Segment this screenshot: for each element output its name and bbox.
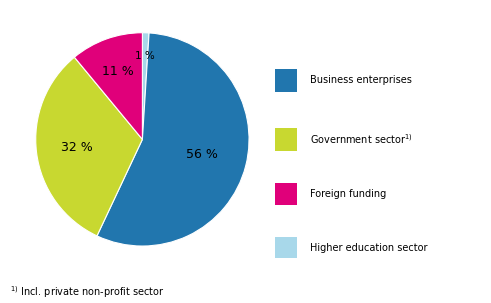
Bar [275,182,297,205]
Wedge shape [142,33,149,139]
Wedge shape [75,33,142,139]
Bar [275,69,297,92]
Text: Business enterprises: Business enterprises [309,75,411,85]
Text: Higher education sector: Higher education sector [309,243,427,254]
Text: $^{1)}$ Incl. private non-profit sector: $^{1)}$ Incl. private non-profit sector [10,284,164,300]
Text: 1 %: 1 % [135,51,155,61]
Text: Foreign funding: Foreign funding [309,189,386,199]
Bar [275,128,297,151]
Text: 11 %: 11 % [102,65,134,78]
Wedge shape [97,33,249,246]
Text: 32 %: 32 % [61,141,93,154]
Text: Government sector$^{1)}$: Government sector$^{1)}$ [309,132,412,146]
Wedge shape [36,57,142,236]
Text: 56 %: 56 % [187,148,218,161]
Bar [275,237,297,260]
